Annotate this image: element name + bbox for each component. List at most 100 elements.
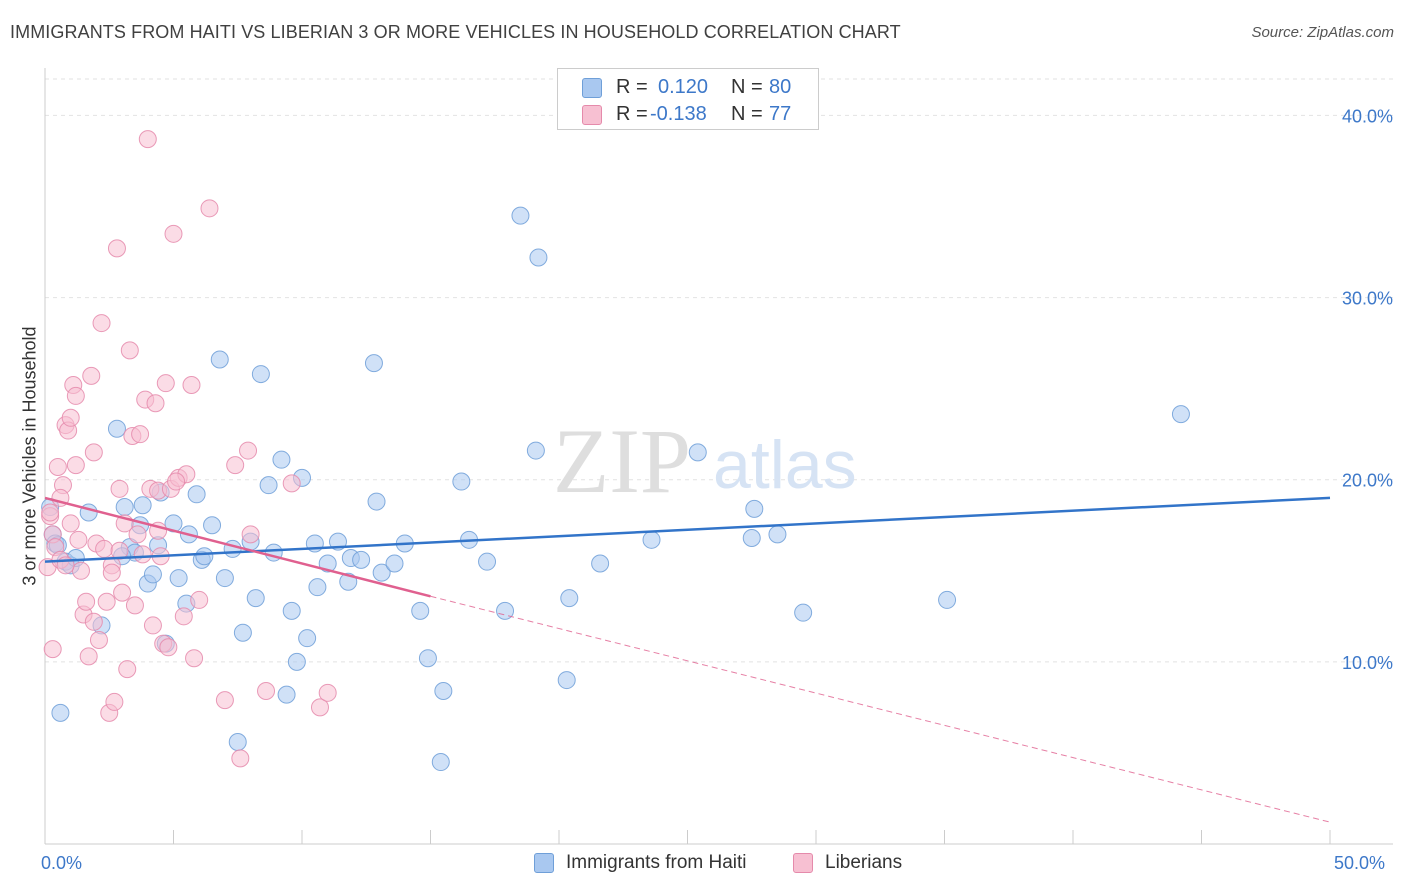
liberian-point <box>110 541 129 560</box>
liberian-point <box>105 692 124 711</box>
liberian-trend-line <box>44 496 431 598</box>
liberian-point <box>66 386 85 405</box>
haiti-point <box>352 550 371 569</box>
haiti-point <box>452 472 471 491</box>
x-tick-label-min: 0.0% <box>41 853 83 873</box>
liberian-point <box>185 649 204 668</box>
haiti-point <box>418 649 437 668</box>
liberian-trend-extension <box>430 595 1331 823</box>
legend-row-liberians: R = -0.138 N = 77 <box>558 102 820 128</box>
data-points <box>38 130 1190 772</box>
legend-r-value: 0.120 <box>658 76 709 98</box>
haiti-point <box>742 529 761 547</box>
haiti-point <box>287 652 306 671</box>
liberian-point <box>133 545 152 564</box>
legend-r-value: -0.138 <box>650 103 707 125</box>
haiti-point <box>308 578 327 597</box>
watermark-zip: ZIP <box>553 410 691 512</box>
haiti-point <box>768 525 787 544</box>
grid-lines <box>45 78 1393 663</box>
haiti-point <box>215 569 234 588</box>
liberian-point <box>159 638 178 657</box>
liberian-point <box>239 441 258 460</box>
haiti-point <box>367 492 386 511</box>
liberian-point <box>182 376 201 394</box>
haiti-point <box>203 516 222 535</box>
liberian-point <box>61 408 80 427</box>
liberian-point <box>84 612 103 631</box>
bottom-swatch-haiti <box>534 853 554 873</box>
liberian-point <box>215 691 234 710</box>
haiti-point <box>233 623 252 642</box>
liberian-point <box>146 394 165 413</box>
correlation-legend: R = 0.120 N = 80 R = -0.138 N = 77 <box>557 68 819 130</box>
haiti-point <box>133 496 152 515</box>
liberian-point <box>95 539 114 558</box>
haiti-point <box>511 206 530 225</box>
haiti-point <box>938 590 957 609</box>
haiti-point <box>223 539 242 558</box>
haiti-point <box>688 443 707 462</box>
liberian-point <box>164 224 183 243</box>
legend-swatch-liberians <box>582 105 602 125</box>
liberian-point <box>226 456 245 475</box>
y-tick-label: 30.0% <box>1342 289 1393 309</box>
liberian-point <box>82 366 101 385</box>
y-tick-label: 20.0% <box>1342 471 1393 491</box>
liberian-point <box>71 561 90 580</box>
haiti-point <box>210 350 229 369</box>
liberian-point <box>231 749 250 768</box>
chart-title: IMMIGRANTS FROM HAITI VS LIBERIAN 3 OR M… <box>10 22 901 42</box>
liberian-point <box>61 514 80 533</box>
liberian-point <box>41 503 60 522</box>
haiti-point <box>434 682 453 700</box>
haiti-point <box>372 563 391 582</box>
liberian-point <box>97 592 116 611</box>
x-tick-label-max: 50.0% <box>1334 853 1386 873</box>
liberian-point <box>138 130 157 149</box>
haiti-point <box>560 589 579 608</box>
liberian-point <box>48 457 67 476</box>
liberian-point <box>143 616 162 635</box>
haiti-point <box>496 601 515 620</box>
trend-lines <box>44 496 1331 823</box>
haiti-point <box>298 629 317 648</box>
liberian-point <box>66 456 85 475</box>
liberian-point <box>113 583 132 602</box>
liberian-point <box>107 239 126 258</box>
liberian-point <box>89 631 108 649</box>
haiti-point <box>259 476 278 495</box>
legend-n-value: 80 <box>769 76 792 98</box>
liberian-point <box>318 683 337 702</box>
liberian-point <box>79 647 98 666</box>
liberian-point <box>120 341 139 360</box>
haiti-point <box>272 450 291 469</box>
haiti-point <box>246 589 265 608</box>
haiti-point <box>51 703 70 722</box>
liberian-point <box>174 607 193 626</box>
liberian-point <box>310 698 329 717</box>
haiti-point <box>591 554 610 573</box>
liberian-point <box>118 660 137 679</box>
y-tick-labels: 10.0% 20.0% 30.0% 40.0% <box>1342 106 1393 672</box>
y-axis-title: 3 or more Vehicles in Household <box>19 326 40 586</box>
haiti-point <box>195 547 214 566</box>
haiti-point <box>478 552 497 571</box>
legend-n-value: 77 <box>769 103 792 125</box>
watermark-atlas: atlas <box>713 427 857 503</box>
haiti-point <box>431 753 450 772</box>
haiti-point <box>411 601 430 620</box>
legend-n-label: N = <box>731 103 763 125</box>
haiti-point <box>282 601 301 620</box>
liberian-point <box>282 474 301 493</box>
legend-n-label: N = <box>731 76 763 98</box>
liberian-point <box>43 640 62 659</box>
liberian-point <box>241 525 260 544</box>
liberian-point <box>156 374 175 393</box>
haiti-point <box>187 485 206 504</box>
chart-source: Source: ZipAtlas.com <box>1251 24 1394 41</box>
liberian-point <box>84 443 103 462</box>
haiti-point <box>251 365 270 384</box>
haiti-point <box>745 499 764 518</box>
